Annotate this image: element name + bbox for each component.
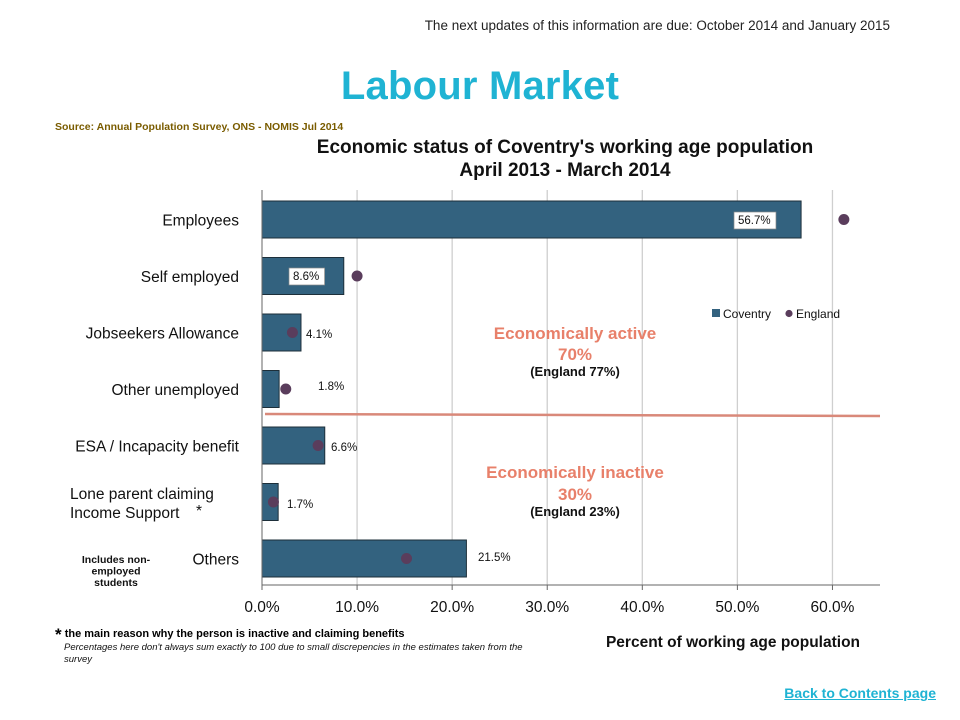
others-note-line: employed <box>91 566 140 578</box>
category-label: ESA / Incapacity benefit <box>75 439 239 456</box>
marker-england <box>286 327 298 338</box>
footnote-percentages: Percentages here don't always sum exactl… <box>64 642 523 665</box>
x-axis-title: Percent of working age population <box>606 634 860 651</box>
x-tick-label: 30.0% <box>525 599 569 616</box>
marker-england <box>401 553 413 564</box>
footnote-main-reason-text: the main reason why the person is inacti… <box>64 628 405 640</box>
back-to-contents-link[interactable]: Back to Contents page <box>784 685 936 701</box>
x-tick-label: 20.0% <box>430 599 474 616</box>
category-label: Self employed <box>141 269 239 286</box>
data-label-coventry: 56.7% <box>738 215 771 227</box>
active-value: 70% <box>558 345 592 364</box>
source-note: Source: Annual Population Survey, ONS - … <box>55 121 344 133</box>
chart-bars: 56.7% 8.6% 4.1% 1.8% 6.6% 1.7% 21.5% <box>261 200 802 578</box>
category-label: Employees <box>162 213 239 230</box>
marker-england <box>312 440 324 451</box>
active-heading: Economically active <box>494 324 657 343</box>
chart-annotations: Economically active 70%(England 77%) Econo… <box>82 324 881 589</box>
data-label-box <box>288 267 325 286</box>
marker-england <box>280 383 292 395</box>
bar-coventry <box>261 200 802 239</box>
category-label: Jobseekers Allowance <box>86 326 239 343</box>
category-marker: * <box>196 503 202 520</box>
page-title: Labour Market <box>340 64 620 108</box>
footnote-star: * <box>55 625 62 644</box>
legend-swatch-coventry <box>712 309 720 317</box>
data-label-box <box>733 211 777 230</box>
category-label: Others <box>192 552 239 569</box>
footnote-main-reason: * the main reason why the person is inac… <box>55 625 405 645</box>
inactive-heading: Economically inactive <box>486 463 664 482</box>
data-label-coventry: 1.8% <box>318 381 344 393</box>
chart-gridlines <box>356 190 834 585</box>
legend-label-coventry: Coventry <box>723 307 771 321</box>
x-tick-label: 60.0% <box>810 599 854 616</box>
x-tick-label: 40.0% <box>620 599 664 616</box>
others-note-line: students <box>94 577 138 589</box>
marker-england <box>267 496 279 508</box>
legend-label-england: England <box>796 307 840 321</box>
x-tick-label: 10.0% <box>335 599 379 616</box>
data-label-coventry: 4.1% <box>306 329 332 341</box>
legend-swatch-england <box>785 309 793 318</box>
bar-coventry <box>261 370 280 408</box>
chart-markers <box>267 214 850 564</box>
category-label-line: Lone parent claiming <box>70 486 214 503</box>
chart-legend: Coventry England <box>712 307 840 321</box>
data-label-coventry: 1.7% <box>287 499 313 511</box>
data-label-coventry: 21.5% <box>478 552 511 564</box>
chart-title-line-2: April 2013 - March 2014 <box>459 160 671 181</box>
marker-england <box>351 270 363 282</box>
others-note-line: Includes non- <box>82 554 151 566</box>
data-label-coventry: 8.6% <box>293 271 319 283</box>
category-label-line: Income Support <box>70 505 180 522</box>
bar-coventry <box>261 539 467 578</box>
data-label-coventry: 6.6% <box>331 442 357 454</box>
active-inactive-divider <box>264 412 881 418</box>
x-tick-label: 0.0% <box>244 599 280 616</box>
active-england: (England 77%) <box>530 364 620 379</box>
update-note: The next updates of this information are… <box>424 18 890 33</box>
inactive-england: (England 23%) <box>530 504 620 519</box>
chart-title-line-1: Economic status of Coventry's working ag… <box>316 137 814 158</box>
chart-axes: 0.0% 10.0% 20.0% 30.0% 40.0% 50.0% 60.0% Percen… <box>70 190 880 651</box>
x-tick-label: 50.0% <box>715 599 759 616</box>
marker-england <box>838 214 850 225</box>
category-label: Other unemployed <box>111 382 239 399</box>
inactive-value: 30% <box>558 485 592 504</box>
